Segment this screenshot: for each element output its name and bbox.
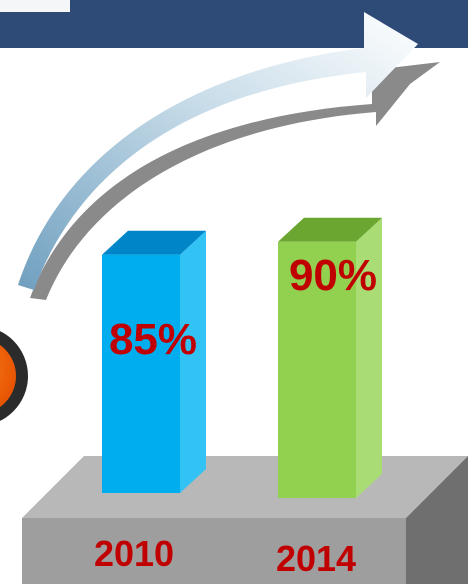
bar-2014-side xyxy=(356,217,382,499)
platform-side xyxy=(406,456,468,584)
tick-label-2014: 2014 xyxy=(276,538,356,579)
bar-2010-front xyxy=(102,254,180,493)
bar-2010: 85% xyxy=(102,230,206,493)
bar-2014-front xyxy=(278,241,356,499)
orange-circle-icon xyxy=(0,331,28,421)
category-labels: 2010 2014 xyxy=(94,533,356,579)
bar-2010-side xyxy=(180,230,206,493)
tick-label-2010: 2010 xyxy=(94,533,174,574)
bar-2014: 90% xyxy=(278,217,382,499)
bars-group: 85% 90% xyxy=(102,217,382,499)
growth-arrow-shadow xyxy=(30,62,440,300)
platform-top xyxy=(22,456,468,518)
bar-2010-top xyxy=(102,230,206,255)
growth-arrow-icon xyxy=(18,12,418,290)
value-label-2014: 90% xyxy=(289,251,377,300)
bar-2014-top xyxy=(278,217,382,242)
platform xyxy=(22,456,468,584)
platform-front xyxy=(22,518,406,584)
value-label-2010: 85% xyxy=(109,315,197,364)
